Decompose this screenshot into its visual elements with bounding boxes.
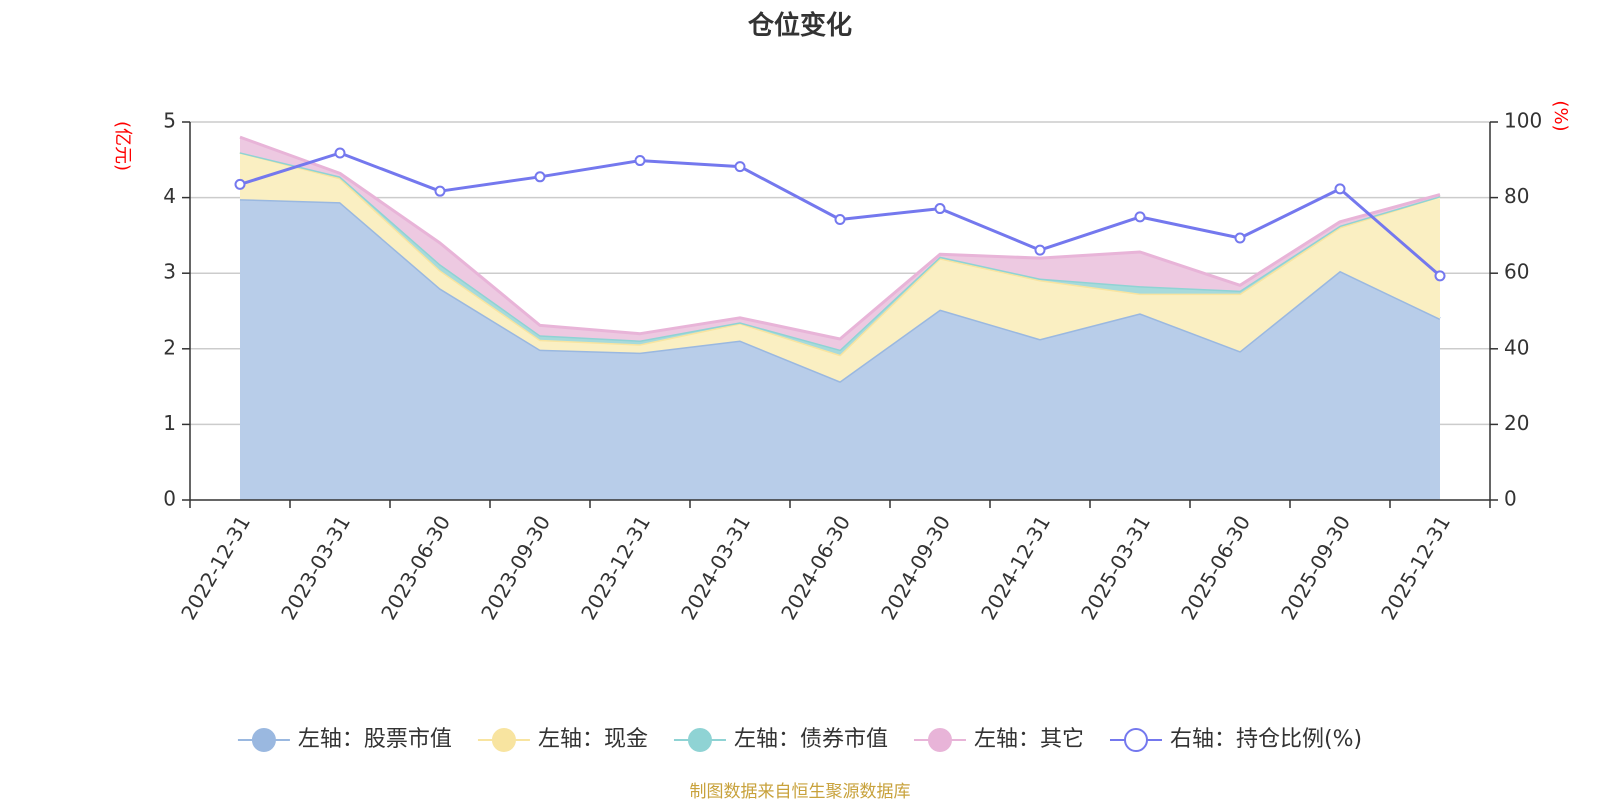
legend-item-1[interactable]: 左轴：股票市值 [237, 727, 452, 752]
ratio-point [434, 185, 446, 197]
legend-item-2[interactable]: 左轴：现金 [477, 727, 648, 752]
legend: 左轴：股票市值 左轴：现金 左轴：债券市值 左轴：其它 右轴：持仓比例(%) [237, 727, 1362, 752]
legend-label: 右轴：持仓比例(%) [1170, 727, 1362, 752]
ratio-point [534, 171, 546, 183]
left-axis-tick-label: 3 [163, 260, 176, 284]
ratio-line [234, 147, 1446, 282]
right-axis-tick-label: 20 [1504, 411, 1529, 435]
left-axis-tick-label: 2 [163, 335, 176, 359]
x-axis-label: 2025-03-31 [1076, 511, 1155, 624]
ratio-point [634, 155, 646, 167]
right-axis-unit: (%) [1550, 100, 1571, 131]
x-axis-label: 2025-09-30 [1276, 511, 1355, 624]
left-axis-unit: (亿元) [112, 121, 133, 171]
legend-marker-icon [687, 728, 712, 752]
ratio-point [1434, 270, 1446, 282]
left-axis-tick-label: 0 [163, 487, 176, 511]
ratio-point [834, 214, 846, 226]
x-axis-label: 2024-12-31 [976, 511, 1055, 624]
ratio-point [1034, 244, 1046, 256]
ratio-point [1234, 232, 1246, 244]
legend-label: 左轴：债券市值 [734, 727, 888, 752]
legend-marker-icon [927, 728, 952, 752]
right-axis-tick-label: 80 [1504, 184, 1529, 208]
area-series-4-edge [239, 135, 1441, 341]
legend-marker-icon [491, 728, 516, 752]
right-axis-tick-label: 40 [1504, 335, 1529, 359]
chart-title: 仓位变化 [747, 10, 852, 41]
legend-marker-icon [251, 728, 276, 752]
x-axis-label: 2024-09-30 [876, 511, 955, 624]
left-axis-tick-label: 4 [163, 184, 176, 208]
ratio-point [1334, 183, 1346, 195]
ratio-point [234, 178, 246, 190]
x-axis-label: 2023-09-30 [476, 511, 555, 624]
area-series-1 [240, 199, 1440, 500]
left-axis-tick-label: 1 [163, 411, 176, 435]
ratio-point [1134, 211, 1146, 223]
legend-item-3[interactable]: 左轴：债券市值 [673, 727, 888, 752]
legend-marker-icon [1123, 728, 1148, 752]
stacked-areas [239, 135, 1441, 500]
legend-item-4[interactable]: 左轴：其它 [913, 727, 1084, 752]
x-axis-label: 2023-03-31 [276, 511, 355, 624]
right-axis-tick-label: 100 [1504, 109, 1542, 133]
x-axis-label: 2022-12-31 [176, 511, 255, 624]
data-source-note: 制图数据来自恒生聚源数据库 [690, 782, 911, 800]
ratio-point [734, 161, 746, 173]
x-axis-label: 2023-06-30 [376, 511, 455, 624]
left-axis-tick-label: 5 [163, 109, 176, 133]
right-axis-tick-label: 60 [1504, 260, 1529, 284]
x-axis-label: 2023-12-31 [576, 511, 655, 624]
x-axis-label: 2025-06-30 [1176, 511, 1255, 624]
legend-label: 左轴：现金 [538, 727, 648, 752]
legend-label: 左轴：其它 [974, 727, 1084, 752]
x-axis-label: 2025-12-31 [1376, 511, 1455, 624]
x-axis-label: 2024-03-31 [676, 511, 755, 624]
legend-item-5[interactable]: 右轴：持仓比例(%) [1109, 727, 1362, 752]
x-axis-label: 2024-06-30 [776, 511, 855, 624]
right-axis-tick-label: 0 [1504, 487, 1517, 511]
legend-label: 左轴：股票市值 [298, 727, 452, 752]
ratio-point [334, 147, 346, 159]
ratio-point [934, 203, 946, 215]
